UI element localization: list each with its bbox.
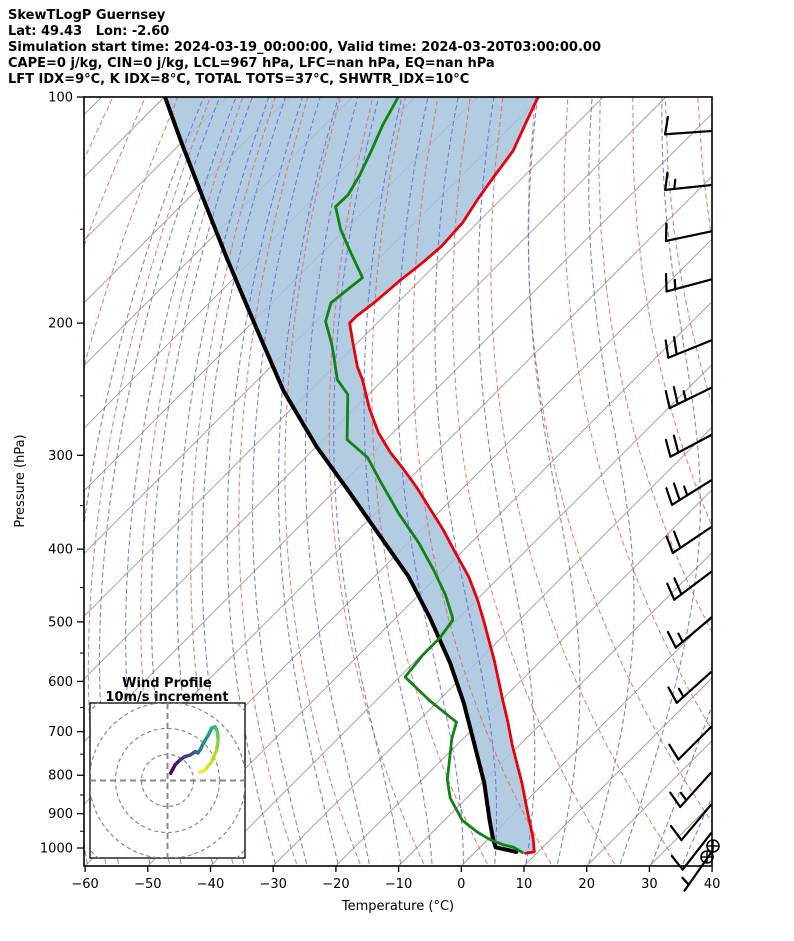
x-axis-label: Temperature (°C) — [341, 899, 454, 914]
y-tick-label: 600 — [48, 675, 73, 690]
y-tick-label: 200 — [48, 317, 73, 332]
sim-time-line: Simulation start time: 2024-03-19_00:00:… — [8, 40, 601, 55]
cape-cin-line: CAPE=0 j/kg, CIN=0 j/kg, LCL=967 hPa, LF… — [8, 56, 495, 71]
y-tick-label: 700 — [48, 725, 73, 740]
hodograph-inset — [64, 677, 272, 885]
x-tick-label: 20 — [578, 877, 595, 892]
y-tick-label: 300 — [48, 449, 73, 464]
hodograph-title: Wind Profile — [122, 676, 212, 691]
x-tick-label: −30 — [259, 877, 286, 892]
x-tick-label: 10 — [516, 877, 533, 892]
y-axis-label: Pressure (hPa) — [13, 434, 28, 527]
latlon-line: Lat: 49.43 Lon: -2.60 — [8, 24, 169, 39]
y-tick-label: 100 — [48, 91, 73, 106]
x-tick-label: −20 — [322, 877, 349, 892]
x-tick-label: −60 — [71, 877, 98, 892]
x-tick-label: −40 — [197, 877, 224, 892]
y-tick-label: 900 — [48, 807, 73, 822]
y-tick-label: 1000 — [40, 842, 73, 857]
x-tick-label: −50 — [134, 877, 161, 892]
x-tick-label: 30 — [641, 877, 658, 892]
x-tick-label: 40 — [704, 877, 721, 892]
chart-title: SkewTLogP Guernsey — [8, 8, 166, 23]
indices-line: LFT IDX=9°C, K IDX=8°C, TOTAL TOTS=37°C,… — [8, 72, 469, 87]
hodograph-subtitle: 10m/s increment — [105, 690, 228, 705]
y-tick-label: 400 — [48, 543, 73, 558]
x-tick-label: 0 — [457, 877, 465, 892]
y-tick-label: 500 — [48, 615, 73, 630]
x-tick-label: −10 — [385, 877, 412, 892]
y-tick-label: 800 — [48, 769, 73, 784]
